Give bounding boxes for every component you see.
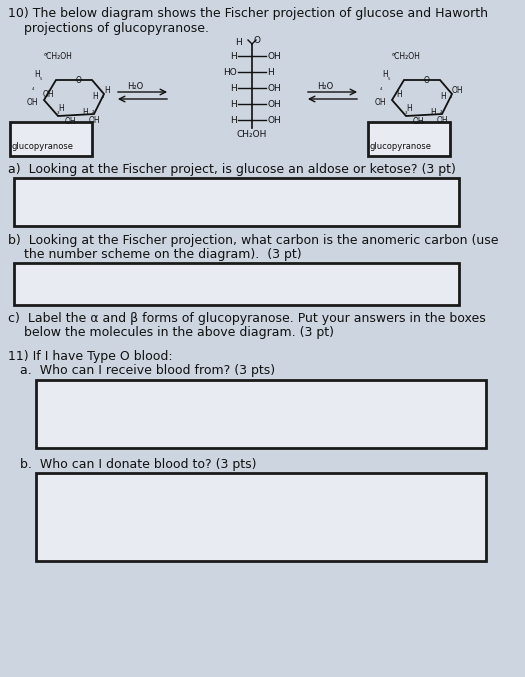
Text: OH: OH — [88, 116, 100, 125]
Text: H₂O: H₂O — [127, 82, 143, 91]
Text: H: H — [440, 92, 446, 101]
Text: H: H — [235, 38, 242, 47]
Text: b)  Looking at the Fischer projection, what carbon is the anomeric carbon (use: b) Looking at the Fischer projection, wh… — [8, 234, 499, 247]
Text: O: O — [76, 76, 82, 85]
Text: OH: OH — [436, 116, 448, 125]
Bar — [36, 380, 486, 448]
Text: H: H — [230, 52, 237, 61]
Text: OH: OH — [412, 117, 424, 126]
Text: H: H — [267, 68, 274, 77]
Text: b.  Who can I donate blood to? (3 pts): b. Who can I donate blood to? (3 pts) — [20, 458, 257, 471]
Text: OH: OH — [26, 98, 38, 107]
Text: OH: OH — [267, 84, 281, 93]
Text: a)  Looking at the Fischer project, is glucose an aldose or ketose? (3 pt): a) Looking at the Fischer project, is gl… — [8, 163, 456, 176]
Text: glucopyranose: glucopyranose — [12, 142, 74, 151]
Text: OH: OH — [43, 90, 54, 99]
Text: ²: ² — [440, 111, 443, 116]
Text: OH: OH — [267, 52, 281, 61]
Bar — [10, 122, 92, 156]
Text: ⁶CH₂OH: ⁶CH₂OH — [392, 52, 421, 61]
Text: OH: OH — [64, 117, 76, 126]
Text: O: O — [254, 36, 261, 45]
Text: glucopyranose: glucopyranose — [370, 142, 432, 151]
Text: H: H — [230, 100, 237, 109]
Text: below the molecules in the above diagram. (3 pt): below the molecules in the above diagram… — [8, 326, 334, 339]
Text: HO: HO — [223, 68, 237, 77]
Text: OH: OH — [267, 116, 281, 125]
Text: H: H — [382, 70, 388, 79]
Text: H₂O: H₂O — [317, 82, 333, 91]
Bar — [368, 122, 450, 156]
Bar — [14, 178, 459, 226]
Text: c)  Label the α and β forms of glucopyranose. Put your answers in the boxes: c) Label the α and β forms of glucopyran… — [8, 312, 486, 325]
Text: a.  Who can I receive blood from? (3 pts): a. Who can I receive blood from? (3 pts) — [20, 364, 275, 377]
Text: H: H — [92, 92, 98, 101]
Bar — [14, 263, 459, 305]
Text: H: H — [104, 86, 110, 95]
Text: ¹: ¹ — [102, 96, 104, 101]
Text: the number scheme on the diagram).  (3 pt): the number scheme on the diagram). (3 pt… — [8, 248, 302, 261]
Text: CH₂OH: CH₂OH — [237, 130, 267, 139]
Text: 10) The below diagram shows the Fischer projection of glucose and Haworth
    pr: 10) The below diagram shows the Fischer … — [8, 7, 488, 35]
Text: ⁴: ⁴ — [32, 88, 34, 93]
Text: H: H — [396, 90, 402, 99]
Text: OH: OH — [452, 86, 464, 95]
Text: ²: ² — [92, 111, 94, 116]
Text: H: H — [34, 70, 40, 79]
Text: ¹: ¹ — [450, 96, 453, 101]
Text: H: H — [58, 104, 64, 113]
Text: ³: ³ — [405, 112, 407, 117]
Text: O: O — [424, 76, 430, 85]
Text: ⁴: ⁴ — [380, 88, 382, 93]
Text: OH: OH — [374, 98, 386, 107]
Text: H: H — [430, 108, 436, 117]
Bar — [36, 473, 486, 561]
Text: H: H — [82, 108, 88, 117]
Text: H: H — [406, 104, 412, 113]
Text: ⁵: ⁵ — [40, 78, 43, 83]
Text: ⁵: ⁵ — [388, 78, 391, 83]
Text: H: H — [230, 116, 237, 125]
Text: ³: ³ — [57, 112, 59, 117]
Text: ⁶CH₂OH: ⁶CH₂OH — [44, 52, 73, 61]
Text: 11) If I have Type O blood:: 11) If I have Type O blood: — [8, 350, 173, 363]
Text: H: H — [230, 84, 237, 93]
Text: OH: OH — [267, 100, 281, 109]
